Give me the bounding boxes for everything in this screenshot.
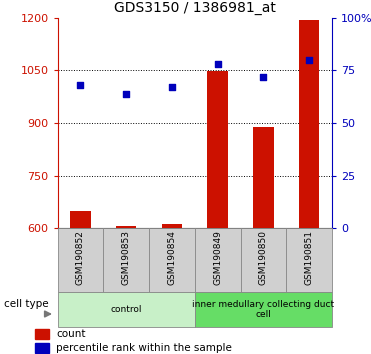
FancyBboxPatch shape <box>195 292 332 327</box>
Text: inner medullary collecting duct
cell: inner medullary collecting duct cell <box>192 300 335 319</box>
Point <box>123 91 129 96</box>
Text: GSM190850: GSM190850 <box>259 230 268 285</box>
Text: GSM190852: GSM190852 <box>76 230 85 285</box>
FancyBboxPatch shape <box>103 228 149 292</box>
Bar <box>162 224 182 228</box>
FancyBboxPatch shape <box>58 228 103 292</box>
Bar <box>35 343 49 353</box>
Text: GSM190853: GSM190853 <box>122 230 131 285</box>
Text: GSM190854: GSM190854 <box>167 230 176 285</box>
Title: GDS3150 / 1386981_at: GDS3150 / 1386981_at <box>114 1 276 15</box>
Bar <box>253 127 274 228</box>
Text: cell type: cell type <box>4 299 48 309</box>
Text: control: control <box>111 305 142 314</box>
Point <box>260 74 266 80</box>
Bar <box>207 71 228 228</box>
Text: percentile rank within the sample: percentile rank within the sample <box>56 343 232 353</box>
FancyBboxPatch shape <box>149 228 195 292</box>
Point <box>169 84 175 90</box>
Text: GSM190851: GSM190851 <box>305 230 313 285</box>
Bar <box>35 329 49 339</box>
Point <box>215 61 221 67</box>
Text: GSM190849: GSM190849 <box>213 230 222 285</box>
FancyBboxPatch shape <box>286 228 332 292</box>
Point <box>78 82 83 88</box>
FancyBboxPatch shape <box>240 228 286 292</box>
Point <box>306 57 312 63</box>
FancyBboxPatch shape <box>58 292 195 327</box>
Bar <box>299 20 319 228</box>
Text: count: count <box>56 329 86 339</box>
FancyBboxPatch shape <box>195 228 240 292</box>
Bar <box>70 211 91 228</box>
Bar <box>116 225 137 228</box>
